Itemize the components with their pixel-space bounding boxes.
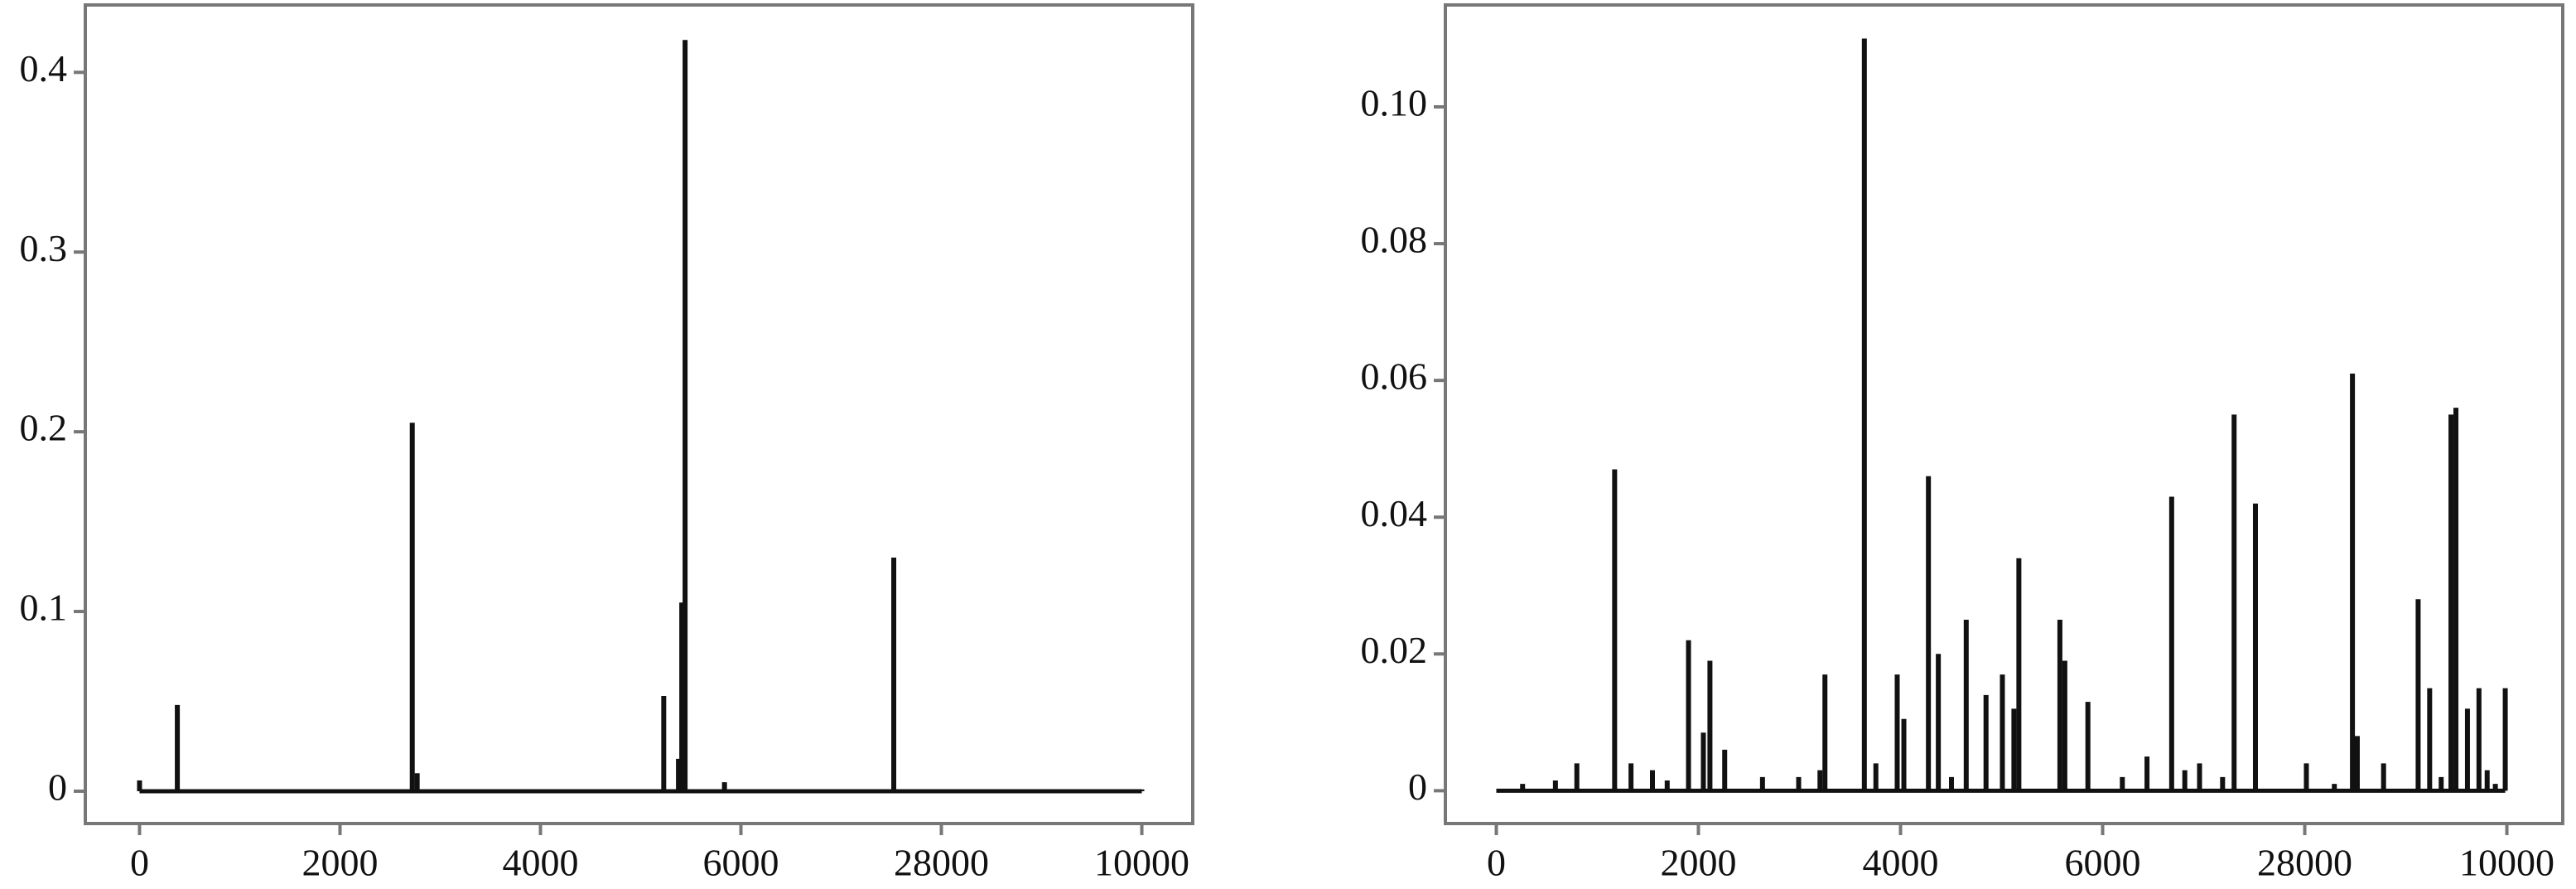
x-tick-label: 6000 <box>703 842 779 884</box>
y-tick-label: 0.3 <box>20 227 68 269</box>
x-tick-label: 2000 <box>1660 842 1736 884</box>
x-tick-label: 28000 <box>894 842 989 884</box>
x-tick-label: 6000 <box>2065 842 2141 884</box>
y-tick-label: 0.02 <box>1361 629 1428 671</box>
plot-frame <box>1444 3 2564 825</box>
y-tick-label: 0.04 <box>1361 492 1428 534</box>
x-tick-label: 2000 <box>301 842 378 884</box>
y-tick-label: 0.2 <box>20 407 68 449</box>
y-tick-label: 0.4 <box>20 47 68 89</box>
y-tick-label: 0 <box>1408 766 1427 808</box>
y-tick-label: 0 <box>48 766 67 809</box>
x-tick-label: 4000 <box>1863 842 1939 884</box>
y-tick-label: 0.08 <box>1361 219 1428 261</box>
x-tick-label: 10000 <box>2459 842 2554 884</box>
y-tick-label: 0.10 <box>1361 82 1428 124</box>
y-tick-label: 0.06 <box>1361 355 1428 398</box>
x-tick-label: 28000 <box>2257 842 2352 884</box>
plot-frame <box>84 3 1194 825</box>
x-tick-label: 0 <box>130 842 149 884</box>
x-tick-label: 4000 <box>502 842 578 884</box>
x-tick-label: 0 <box>1487 842 1506 884</box>
x-tick-label: 10000 <box>1094 842 1189 884</box>
y-tick-label: 0.1 <box>20 587 68 629</box>
